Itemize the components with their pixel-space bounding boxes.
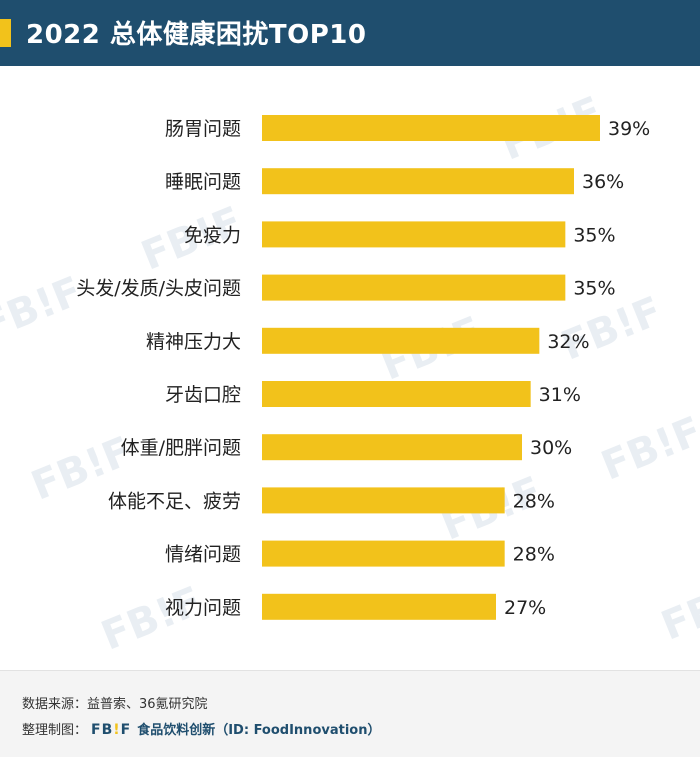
value-label: 36% bbox=[582, 171, 624, 193]
made-by-line: 整理制图： FB!F 食品饮料创新（ID: FoodInnovation） bbox=[22, 719, 380, 738]
bar bbox=[262, 115, 600, 141]
category-label: 牙齿口腔 bbox=[165, 384, 241, 406]
value-label: 30% bbox=[530, 437, 572, 459]
category-label: 体重/肥胖问题 bbox=[121, 437, 241, 459]
bar bbox=[262, 540, 505, 567]
value-label: 28% bbox=[513, 490, 555, 512]
category-label: 情绪问题 bbox=[165, 544, 241, 566]
value-label: 35% bbox=[573, 278, 615, 300]
header-accent-bar bbox=[0, 19, 11, 47]
bar bbox=[262, 487, 505, 514]
value-label: 39% bbox=[608, 118, 650, 140]
category-label: 精神压力大 bbox=[146, 331, 241, 353]
category-label: 免疫力 bbox=[184, 224, 241, 246]
source-label: 数据来源： bbox=[22, 697, 88, 712]
category-label: 头发/发质/头皮问题 bbox=[76, 278, 241, 300]
value-label: 27% bbox=[504, 597, 546, 619]
fbif-logo: FB!F bbox=[91, 722, 131, 738]
category-label: 视力问题 bbox=[165, 597, 241, 619]
value-label: 28% bbox=[513, 544, 555, 566]
logo-part: F bbox=[120, 722, 132, 738]
bar bbox=[262, 274, 566, 301]
category-label: 睡眠问题 bbox=[165, 171, 241, 193]
bar bbox=[262, 593, 496, 620]
bar-chart: 肠胃问题 39% 睡眠问题 36% 免疫力 35% 头发/发质/头皮问题 35% 精神压力大 32… bbox=[76, 115, 650, 620]
source-line: 数据来源：益普索、36氪研究院 bbox=[22, 693, 208, 712]
bar bbox=[262, 434, 522, 461]
bar bbox=[262, 381, 531, 407]
brand-name: 食品饮料创新（ID: FoodInnovation） bbox=[137, 723, 381, 738]
logo-part: ! bbox=[113, 722, 121, 738]
bar bbox=[262, 168, 574, 195]
category-label: 肠胃问题 bbox=[165, 118, 241, 140]
chart-title: 2022 总体健康困扰TOP10 bbox=[26, 20, 367, 50]
value-label: 31% bbox=[539, 384, 581, 406]
made-by-label: 整理制图： bbox=[22, 723, 88, 738]
footer: 数据来源：益普索、36氪研究院 整理制图： FB!F 食品饮料创新（ID: Food… bbox=[0, 670, 700, 757]
header-bar: 2022 总体健康困扰TOP10 bbox=[0, 0, 700, 66]
category-label: 体能不足、疲劳 bbox=[108, 490, 241, 512]
value-label: 32% bbox=[547, 331, 589, 353]
value-label: 35% bbox=[573, 224, 615, 246]
logo-part: FB bbox=[91, 722, 114, 738]
source-value: 益普索、36氪研究院 bbox=[87, 697, 208, 712]
bar bbox=[262, 327, 540, 354]
bar bbox=[262, 221, 566, 248]
